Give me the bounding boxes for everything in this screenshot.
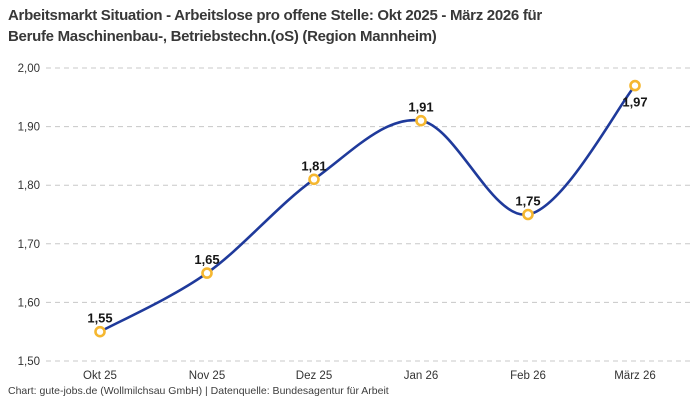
x-tick-label: Dez 25	[296, 370, 332, 382]
x-tick-label: Feb 26	[510, 370, 546, 382]
y-tick-label: 1,60	[18, 297, 40, 309]
y-tick-label: 2,00	[18, 63, 40, 75]
x-tick-label: März 26	[614, 370, 656, 382]
data-point-label: 1,55	[87, 311, 112, 326]
data-point-marker	[629, 79, 641, 92]
data-point-label: 1,65	[194, 252, 219, 267]
data-point-label: 1,97	[622, 95, 647, 110]
chart-title-line1: Arbeitsmarkt Situation - Arbeitslose pro…	[8, 7, 542, 24]
y-tick-label: 1,50	[18, 356, 40, 368]
data-point-marker	[308, 173, 320, 186]
data-point-label: 1,81	[301, 158, 326, 173]
chart-title-line2: Berufe Maschinenbau-, Betriebstechn.(oS)…	[8, 28, 437, 45]
y-tick-label: 1,90	[18, 122, 40, 134]
x-tick-label: Okt 25	[83, 370, 117, 382]
data-point-marker	[415, 114, 427, 127]
data-point-marker	[201, 267, 213, 279]
x-tick-label: Nov 25	[189, 370, 225, 382]
data-point-marker	[94, 325, 106, 338]
y-tick-label: 1,80	[18, 180, 40, 192]
data-point-label: 1,75	[515, 194, 540, 209]
data-point-label: 1,91	[408, 100, 433, 115]
x-tick-label: Jan 26	[404, 370, 439, 382]
y-tick-label: 1,70	[18, 239, 40, 251]
data-point-marker	[522, 208, 534, 221]
chart-footer: Chart: gute-jobs.de (Wollmilchsau GmbH) …	[8, 385, 389, 397]
series-line	[98, 84, 637, 333]
chart-title: Arbeitsmarkt Situation - Arbeitslose pro…	[8, 5, 542, 47]
